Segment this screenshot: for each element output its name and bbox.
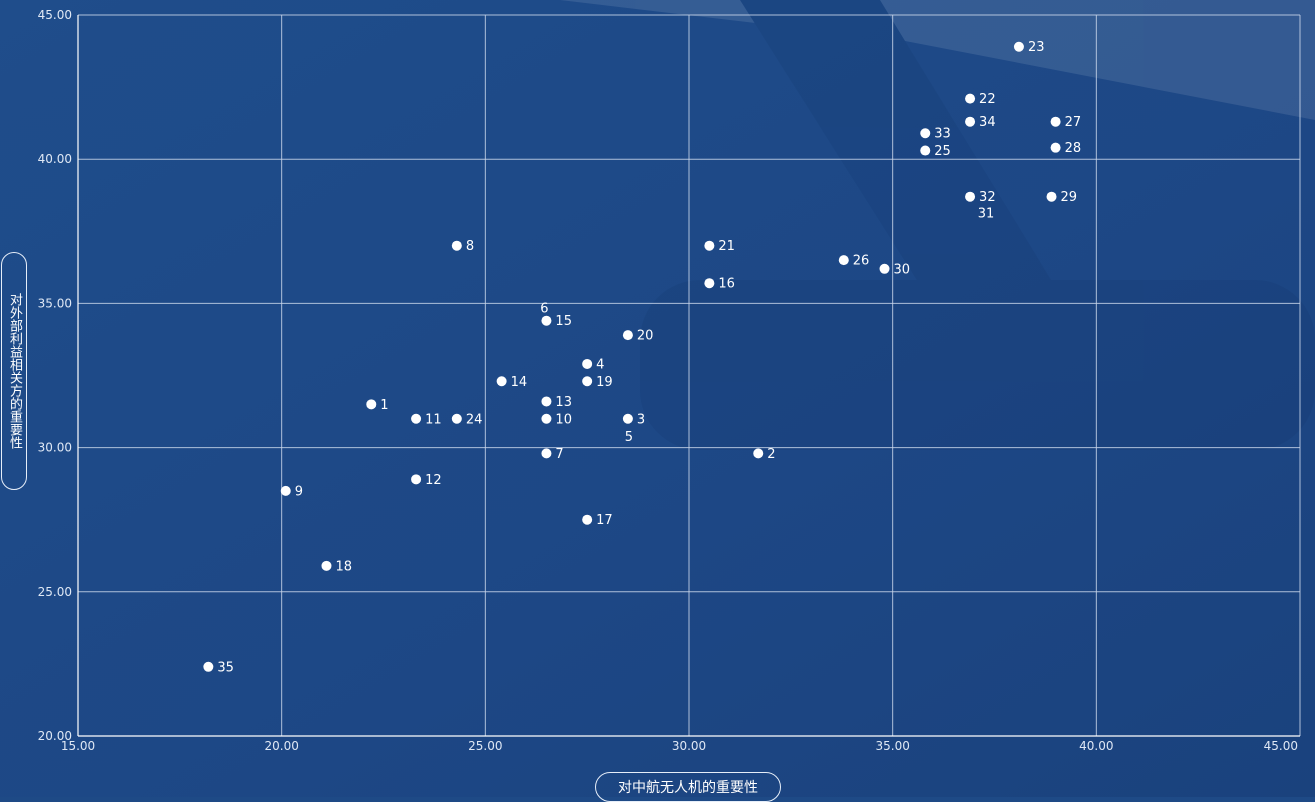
data-label-3: 3 [637, 412, 645, 427]
data-label-5: 5 [625, 430, 633, 445]
data-label-11: 11 [425, 412, 442, 427]
data-label-21: 21 [718, 239, 735, 254]
data-label-26: 26 [853, 254, 870, 269]
data-label-7: 7 [555, 447, 563, 462]
y-tick-label: 45.00 [38, 8, 72, 22]
data-label-31: 31 [978, 207, 995, 222]
x-tick-label: 30.00 [672, 739, 706, 753]
data-point-27 [1050, 116, 1061, 127]
data-label-8: 8 [466, 239, 474, 254]
data-point-34 [965, 116, 976, 127]
data-point-21 [704, 240, 715, 251]
data-point-9 [280, 485, 291, 496]
data-label-33: 33 [934, 127, 951, 142]
data-label-30: 30 [894, 262, 911, 277]
data-point-18 [321, 560, 332, 571]
data-label-15: 15 [555, 314, 572, 329]
data-point-28 [1050, 142, 1061, 153]
data-point-30 [879, 263, 890, 274]
y-tick-label: 35.00 [38, 296, 72, 310]
data-point-1 [366, 399, 377, 410]
y-tick-label: 20.00 [38, 729, 72, 743]
data-label-12: 12 [425, 473, 442, 488]
data-point-29 [1046, 191, 1057, 202]
data-label-29: 29 [1061, 190, 1078, 205]
data-label-9: 9 [295, 484, 303, 499]
data-label-34: 34 [979, 115, 996, 130]
data-label-27: 27 [1065, 115, 1082, 130]
y-axis-label-badge: 对外部利益相关方的重要性 [1, 252, 27, 490]
data-label-32: 32 [979, 190, 996, 205]
data-point-4 [582, 358, 593, 369]
data-point-12 [411, 474, 422, 485]
data-label-14: 14 [511, 375, 528, 390]
data-point-10 [541, 413, 552, 424]
x-tick-label: 20.00 [264, 739, 298, 753]
data-label-18: 18 [335, 559, 352, 574]
data-point-16 [704, 278, 715, 289]
y-tick-label: 40.00 [38, 152, 72, 166]
y-tick-label: 25.00 [38, 585, 72, 599]
data-label-28: 28 [1065, 141, 1082, 156]
axes [77, 15, 1300, 737]
data-point-11 [411, 413, 422, 424]
x-tick-label: 25.00 [468, 739, 502, 753]
data-label-24: 24 [466, 412, 483, 427]
data-point-13 [541, 396, 552, 407]
x-tick-label: 15.00 [61, 739, 95, 753]
data-label-35: 35 [217, 660, 234, 675]
data-point-35 [203, 661, 214, 672]
data-label-10: 10 [555, 412, 572, 427]
data-point-31 [965, 191, 976, 202]
data-label-13: 13 [555, 395, 572, 410]
data-point-14 [496, 376, 507, 387]
data-point-23 [1013, 41, 1024, 52]
data-point-8 [451, 240, 462, 251]
data-point-25 [920, 145, 931, 156]
data-point-22 [965, 93, 976, 104]
background-decoration [560, 0, 1315, 450]
data-label-17: 17 [596, 513, 613, 528]
data-point-26 [838, 255, 849, 266]
data-label-23: 23 [1028, 40, 1045, 55]
data-label-6: 6 [540, 302, 548, 317]
x-tick-label: 35.00 [875, 739, 909, 753]
data-label-16: 16 [718, 277, 735, 292]
x-axis-label: 对中航无人机的重要性 [618, 780, 758, 796]
data-point-17 [582, 514, 593, 525]
data-label-4: 4 [596, 357, 604, 372]
data-point-24 [451, 413, 462, 424]
data-point-7 [541, 448, 552, 459]
data-label-22: 22 [979, 92, 996, 107]
data-label-1: 1 [380, 398, 388, 413]
data-point-2 [753, 448, 764, 459]
data-label-20: 20 [637, 329, 654, 344]
tick-labels: 15.00 20.00 25.00 30.00 35.00 40.00 45.0020.00… [38, 8, 1298, 753]
data-label-19: 19 [596, 375, 613, 390]
data-label-25: 25 [934, 144, 951, 159]
grid-lines [78, 14, 1301, 736]
data-label-2: 2 [767, 447, 775, 462]
data-points: 1234567891011121314151617181920212223242… [203, 40, 1081, 675]
y-axis-label: 对外部利益相关方的重要性 [7, 293, 22, 449]
data-point-33 [920, 128, 931, 139]
y-tick-label: 30.00 [38, 441, 72, 455]
x-tick-label: 45.00 [1264, 739, 1298, 753]
data-point-19 [582, 376, 593, 387]
data-point-20 [622, 330, 633, 341]
x-axis-label-badge: 对中航无人机的重要性 [595, 772, 781, 802]
data-point-3 [622, 413, 633, 424]
x-tick-label: 40.00 [1079, 739, 1113, 753]
data-point-6 [541, 315, 552, 326]
